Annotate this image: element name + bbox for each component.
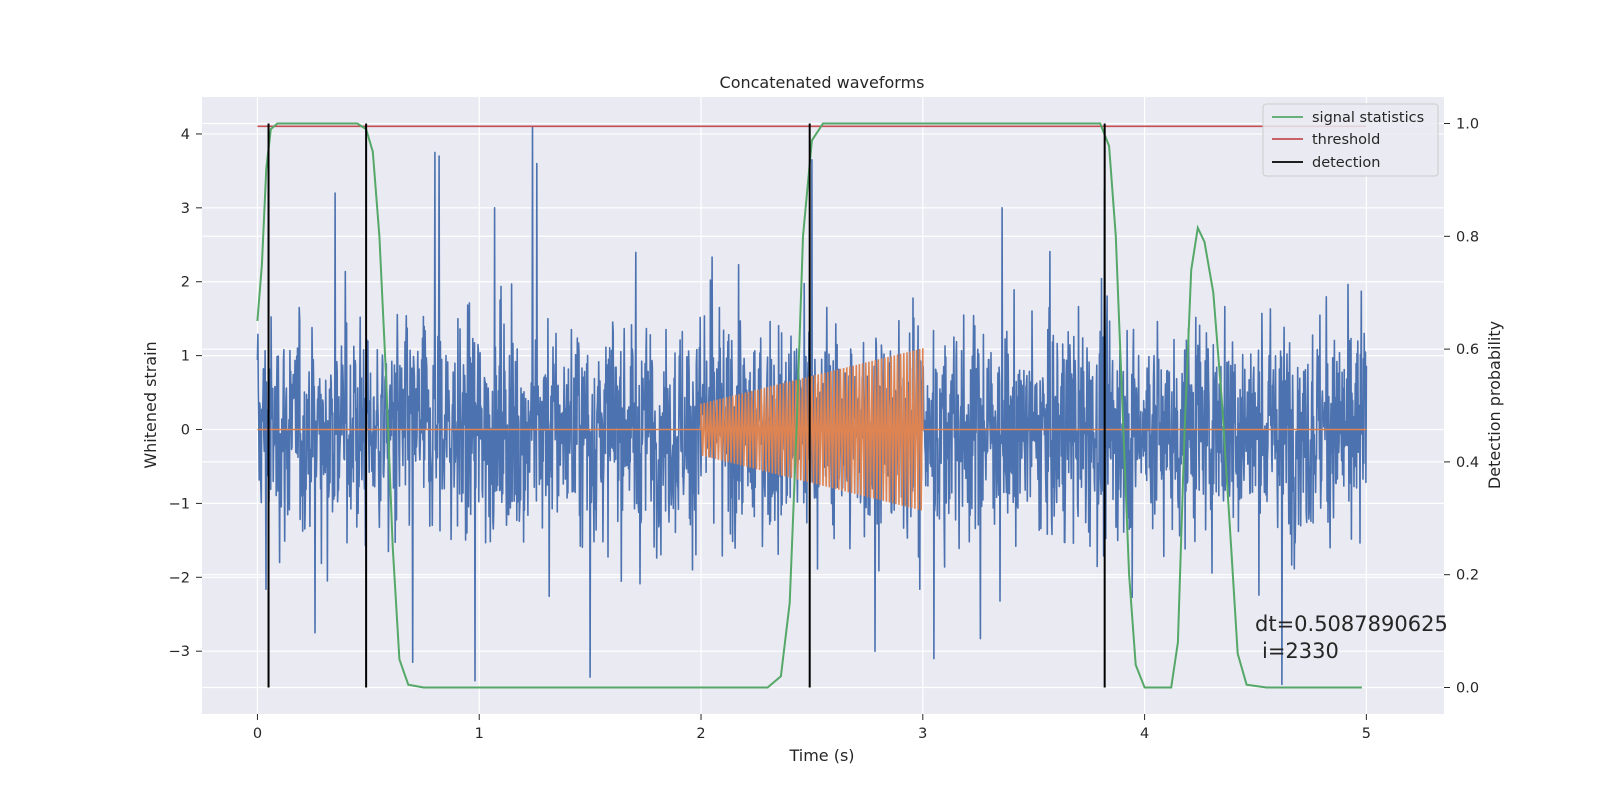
y-tick-label: −2 [169, 570, 190, 586]
y-tick-label: 1 [181, 349, 190, 365]
y2-tick-label: 0.2 [1456, 568, 1479, 584]
y2-tick-label: 0.8 [1456, 229, 1479, 245]
x-tick-label: 0 [253, 726, 262, 742]
y-tick-label: −3 [169, 644, 190, 660]
x-axis-label: Time (s) [788, 746, 854, 765]
legend-label-detection: detection [1312, 155, 1380, 171]
strain-line [256, 125, 1368, 686]
x-tick-label: 3 [918, 726, 927, 742]
signal-statistics-line [256, 122, 1362, 689]
y-tick-label: 3 [181, 201, 190, 217]
y-tick-label: 0 [181, 423, 190, 439]
waveform-series [257, 348, 1367, 511]
x-tick-label: 4 [1140, 726, 1149, 742]
strain-series [256, 125, 1368, 686]
annotation-dt: dt=0.5087890625 [1255, 612, 1448, 636]
signal-statistics-series [256, 122, 1367, 689]
y2-tick-label: 0.4 [1456, 455, 1479, 471]
legend: signal statistics threshold detection [1262, 103, 1439, 177]
x-tick-label: 1 [475, 726, 484, 742]
detection-lines [267, 123, 1106, 688]
y-tick-label: −1 [169, 496, 190, 512]
y-axis-label: Whitened strain [141, 341, 160, 468]
y2-tick-label: 0.6 [1456, 342, 1479, 358]
x-tick-label: 5 [1362, 726, 1371, 742]
waveform-line [257, 348, 1367, 511]
y-tick-label: 2 [181, 275, 190, 291]
x-tick-label: 2 [696, 726, 705, 742]
y-tick-label: 4 [181, 127, 190, 143]
legend-label-signal-statistics: signal statistics [1312, 110, 1424, 126]
legend-label-threshold: threshold [1312, 132, 1380, 148]
y2-tick-label: 1.0 [1456, 117, 1479, 133]
y2-tick-label: 0.0 [1456, 680, 1479, 696]
axes: 0 1 2 3 4 5 −3 −2 −1 0 1 2 3 4 0.0 0.2 0.4 0.6 0.8 1.0 [169, 117, 1479, 742]
y2-axis-label: Detection probability [1485, 321, 1504, 489]
annotation-i: i=2330 [1262, 639, 1339, 663]
chart-title: Concatenated waveforms [720, 73, 925, 92]
